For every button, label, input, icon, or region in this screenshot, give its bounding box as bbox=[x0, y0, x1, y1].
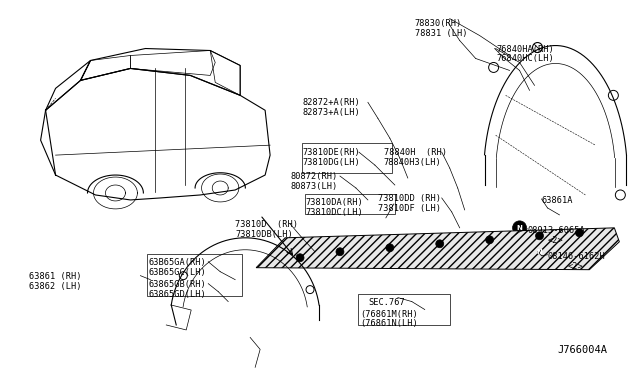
Text: 73810DF (LH): 73810DF (LH) bbox=[378, 204, 441, 213]
Text: 73810DC(LH): 73810DC(LH) bbox=[305, 208, 363, 217]
Circle shape bbox=[513, 221, 527, 235]
Text: 73810DD (RH): 73810DD (RH) bbox=[378, 194, 441, 203]
Text: <2>: <2> bbox=[547, 236, 563, 245]
Text: J766004A: J766004A bbox=[557, 345, 607, 355]
Circle shape bbox=[336, 248, 344, 256]
Text: 63865GB(RH): 63865GB(RH) bbox=[148, 280, 206, 289]
Text: 63B65GC(LH): 63B65GC(LH) bbox=[148, 268, 206, 277]
Text: 73810DE(RH): 73810DE(RH) bbox=[302, 148, 360, 157]
Text: 63861 (RH): 63861 (RH) bbox=[29, 272, 81, 281]
Polygon shape bbox=[256, 228, 620, 270]
Text: 82872+A(RH): 82872+A(RH) bbox=[302, 98, 360, 108]
Text: 73810D  (RH): 73810D (RH) bbox=[235, 220, 298, 229]
Text: N: N bbox=[536, 249, 543, 255]
Circle shape bbox=[575, 229, 584, 237]
Circle shape bbox=[296, 254, 304, 262]
Circle shape bbox=[532, 245, 547, 259]
Bar bbox=[302, 143, 392, 173]
Text: 82873+A(LH): 82873+A(LH) bbox=[302, 108, 360, 117]
Text: 63861A: 63861A bbox=[541, 196, 573, 205]
Circle shape bbox=[536, 232, 543, 240]
Text: 78830(RH): 78830(RH) bbox=[415, 19, 462, 28]
Text: 63B65GA(RH): 63B65GA(RH) bbox=[148, 258, 206, 267]
Text: 76840HC(LH): 76840HC(LH) bbox=[497, 54, 554, 64]
Text: 73810DG(LH): 73810DG(LH) bbox=[302, 158, 360, 167]
Circle shape bbox=[386, 244, 394, 252]
Bar bbox=[358, 294, 450, 326]
Text: 73810DB(LH): 73810DB(LH) bbox=[235, 230, 293, 239]
Text: 80872(RH): 80872(RH) bbox=[290, 172, 337, 181]
Text: <2>: <2> bbox=[568, 262, 583, 271]
Text: (76861M(RH): (76861M(RH) bbox=[360, 310, 418, 318]
Text: N: N bbox=[516, 225, 522, 231]
Text: 08913-6065A: 08913-6065A bbox=[527, 226, 586, 235]
Bar bbox=[147, 254, 242, 296]
Text: 78831 (LH): 78831 (LH) bbox=[415, 29, 467, 38]
Text: 76840HA(RH): 76840HA(RH) bbox=[497, 45, 554, 54]
Text: 63862 (LH): 63862 (LH) bbox=[29, 282, 81, 291]
Circle shape bbox=[436, 240, 444, 248]
Text: SEC.767: SEC.767 bbox=[368, 298, 404, 307]
Bar bbox=[305, 194, 395, 214]
Text: 73810DA(RH): 73810DA(RH) bbox=[305, 198, 363, 207]
Text: 08146-6162H: 08146-6162H bbox=[547, 252, 605, 261]
Text: 78840H  (RH): 78840H (RH) bbox=[384, 148, 447, 157]
Text: 63865GD(LH): 63865GD(LH) bbox=[148, 290, 206, 299]
Text: (76861N(LH): (76861N(LH) bbox=[360, 320, 418, 328]
Text: 78840H3(LH): 78840H3(LH) bbox=[384, 158, 442, 167]
Circle shape bbox=[486, 236, 493, 244]
Text: 80873(LH): 80873(LH) bbox=[290, 182, 337, 191]
